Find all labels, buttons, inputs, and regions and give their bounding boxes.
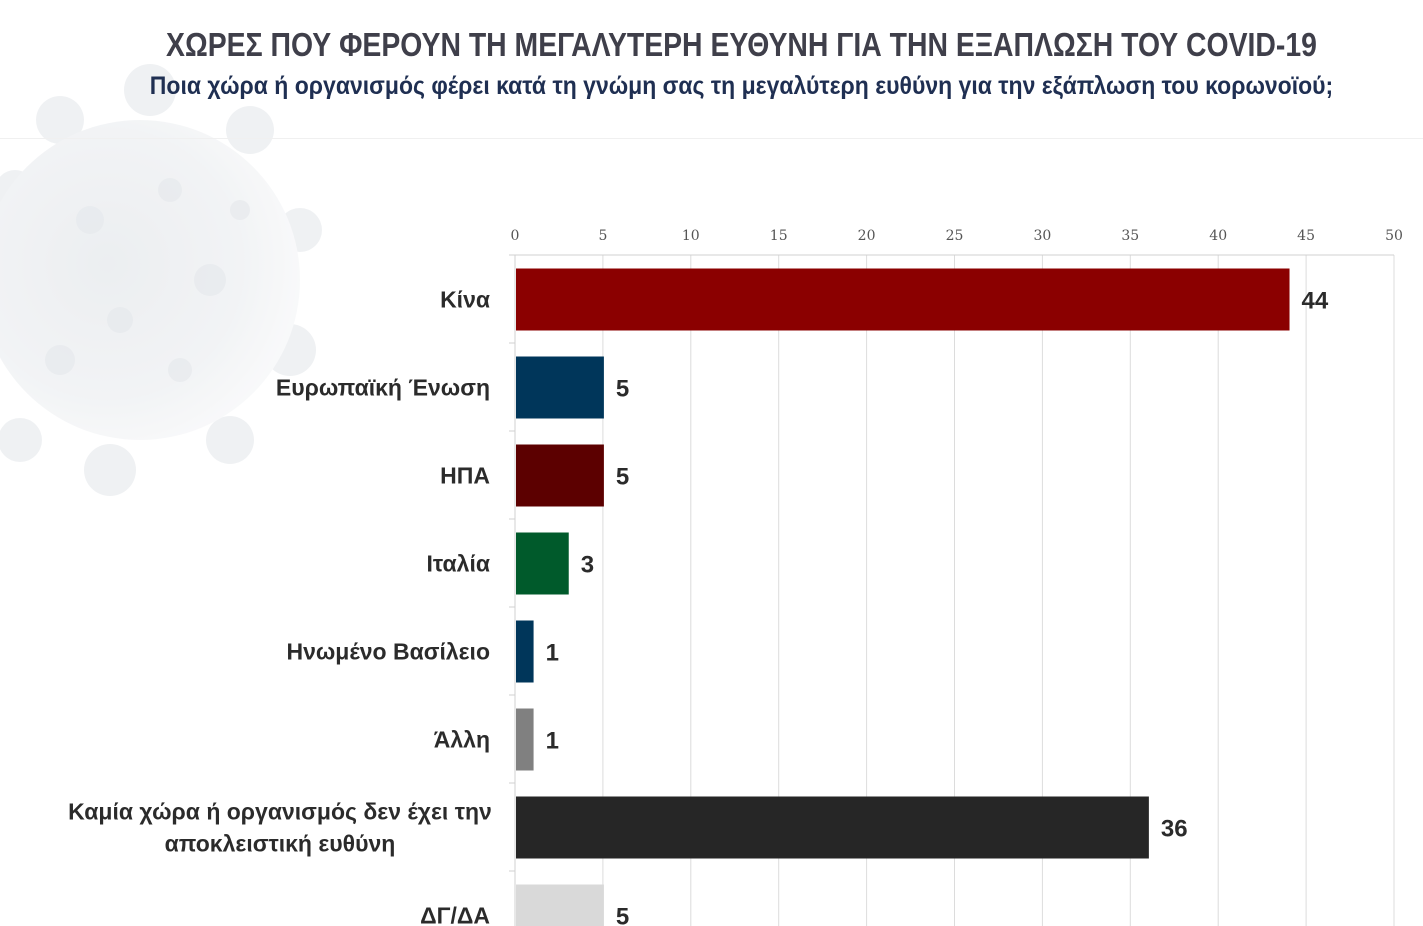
bar — [516, 356, 604, 419]
value-label: 5 — [616, 904, 629, 926]
category-label: ΔΓ/ΔΑ — [420, 903, 490, 926]
coronavirus-background-image — [0, 64, 322, 496]
bar — [516, 620, 534, 683]
x-tick-label: 25 — [946, 228, 964, 244]
category-label: ΗΠΑ — [440, 463, 490, 489]
bar — [516, 796, 1149, 859]
value-label: 1 — [546, 728, 559, 755]
x-tick-label: 35 — [1121, 228, 1139, 244]
bar — [516, 444, 604, 507]
x-tick-label: 50 — [1385, 228, 1403, 244]
category-label: Καμία χώρα ή οργανισμός δεν έχει την — [68, 799, 492, 825]
category-label: Ευρωπαϊκή Ένωση — [276, 375, 490, 401]
bar — [516, 532, 569, 595]
x-tick-label: 10 — [682, 228, 700, 244]
category-label: Ιταλία — [427, 551, 490, 577]
x-tick-label: 15 — [770, 228, 788, 244]
value-label: 5 — [616, 464, 629, 491]
x-tick-label: 20 — [858, 228, 876, 244]
value-label: 1 — [546, 640, 559, 667]
bars-layer — [516, 268, 1290, 926]
value-label: 5 — [616, 376, 629, 403]
x-tick-label: 40 — [1209, 228, 1227, 244]
value-label: 44 — [1302, 288, 1329, 315]
labels-layer: 44 Κίνα 5 Ευρωπαϊκή Ένωση 5 ΗΠΑ 3 Ιταλία 1 Ηνωμέν… — [68, 287, 1329, 926]
axis-tick-labels: 0 5 10 15 20 25 30 35 40 45 50 — [511, 228, 1403, 244]
bar — [516, 268, 1290, 331]
category-label: αποκλειστική ευθύνη — [165, 831, 396, 857]
category-label: Άλλη — [434, 727, 490, 753]
x-tick-label: 5 — [598, 228, 607, 244]
header-divider — [0, 138, 1423, 139]
category-label: Ηνωμένο Βασίλειο — [286, 639, 490, 665]
page-title: ΧΩΡΕΣ ΠΟΥ ΦΕΡΟΥΝ ΤΗ ΜΕΓΑΛΥΤΕΡΗ ΕΥΘΥΝΗ ΓΙ… — [166, 26, 1317, 63]
value-label: 3 — [581, 552, 594, 579]
bar — [516, 884, 604, 926]
question-subtitle: Ποια χώρα ή οργανισμός φέρει κατά τη γνώ… — [149, 72, 1334, 100]
x-tick-label: 45 — [1297, 228, 1315, 244]
bar — [516, 708, 534, 771]
x-tick-label: 30 — [1033, 228, 1051, 244]
category-label: Κίνα — [440, 287, 490, 313]
value-label: 36 — [1161, 816, 1188, 843]
x-tick-label: 0 — [511, 228, 520, 244]
